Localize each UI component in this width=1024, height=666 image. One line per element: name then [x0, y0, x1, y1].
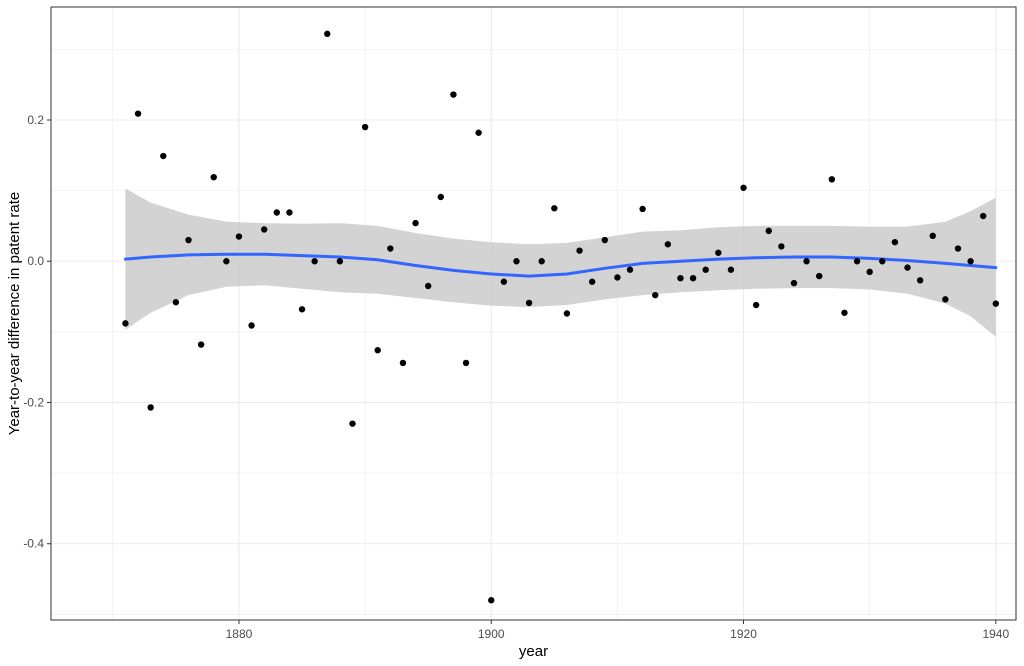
data-point	[992, 300, 1000, 307]
data-point	[904, 264, 911, 271]
x-axis-title: year	[519, 643, 548, 660]
data-point	[324, 30, 331, 38]
data-point	[374, 347, 381, 354]
panel-border	[50, 6, 1017, 621]
data-point	[715, 249, 722, 256]
data-point	[538, 258, 545, 265]
data-point	[765, 227, 772, 235]
data-point	[475, 129, 482, 136]
data-point	[551, 205, 558, 212]
data-point	[223, 258, 230, 265]
data-point	[563, 310, 571, 317]
data-point	[740, 184, 747, 191]
data-point	[576, 247, 583, 254]
data-point	[437, 193, 444, 201]
data-point	[160, 152, 167, 160]
data-point	[752, 301, 760, 309]
data-point	[248, 322, 255, 329]
data-point	[967, 258, 974, 265]
data-point	[853, 258, 861, 265]
y-tick-label: -0.2	[23, 395, 44, 409]
data-point	[450, 91, 457, 98]
data-point	[816, 272, 823, 280]
data-point	[689, 274, 697, 282]
data-points	[122, 30, 1000, 604]
data-point	[942, 296, 949, 303]
data-point	[210, 173, 217, 181]
data-point	[778, 243, 785, 250]
y-tick-label: 0.0	[27, 254, 44, 268]
data-point	[488, 597, 495, 604]
data-point	[336, 258, 344, 265]
data-point	[879, 258, 886, 265]
data-point	[828, 176, 836, 183]
data-point	[349, 420, 356, 427]
data-point	[273, 209, 280, 216]
data-point	[361, 123, 369, 131]
data-point	[916, 277, 924, 284]
plot-panel	[50, 6, 1017, 621]
data-point	[122, 320, 129, 327]
x-tick-label: 1880	[226, 627, 253, 641]
confidence-band	[125, 188, 996, 337]
grid-minor	[51, 7, 1016, 620]
data-point	[260, 226, 268, 233]
x-tick-label: 1940	[982, 627, 1009, 641]
data-point	[929, 232, 936, 240]
data-point	[513, 258, 520, 265]
data-point	[601, 236, 608, 244]
data-point	[387, 245, 394, 252]
data-point	[298, 306, 306, 313]
panel-background	[51, 7, 1016, 620]
data-point	[235, 233, 243, 240]
data-point	[500, 278, 508, 285]
data-point	[803, 258, 810, 265]
x-tick-label: 1900	[478, 627, 505, 641]
y-tick-label: 0.2	[27, 113, 44, 127]
data-point	[866, 268, 873, 276]
data-point	[286, 209, 293, 216]
data-point	[311, 258, 318, 265]
data-point	[677, 274, 684, 282]
x-tick-label: 1920	[730, 627, 757, 641]
data-point	[147, 404, 154, 411]
x-axis: 1880 1900 1920 1940	[226, 620, 1009, 641]
data-point	[841, 309, 848, 316]
data-point	[134, 110, 142, 117]
data-point	[399, 359, 407, 367]
data-point	[412, 219, 419, 227]
data-point	[626, 266, 634, 273]
data-point	[790, 279, 798, 287]
data-point	[727, 266, 735, 273]
data-point	[891, 238, 899, 246]
data-point	[980, 212, 987, 220]
data-point	[652, 291, 659, 299]
y-axis-title: Year-to-year difference in patent rate	[6, 192, 23, 436]
data-point	[462, 359, 470, 367]
data-point	[185, 236, 192, 244]
y-axis: -0.4 -0.2 0.0 0.2	[23, 113, 51, 551]
data-point	[197, 341, 205, 348]
smooth-line	[123, 252, 998, 278]
data-point	[664, 241, 672, 248]
data-point	[639, 205, 646, 213]
data-point	[702, 266, 709, 273]
y-tick-label: -0.4	[23, 537, 44, 551]
data-point	[954, 245, 962, 252]
data-point	[424, 282, 432, 290]
data-point	[525, 299, 533, 307]
data-point	[588, 278, 596, 285]
grid-major	[51, 7, 1016, 620]
data-point	[614, 274, 621, 281]
data-point	[172, 299, 180, 306]
